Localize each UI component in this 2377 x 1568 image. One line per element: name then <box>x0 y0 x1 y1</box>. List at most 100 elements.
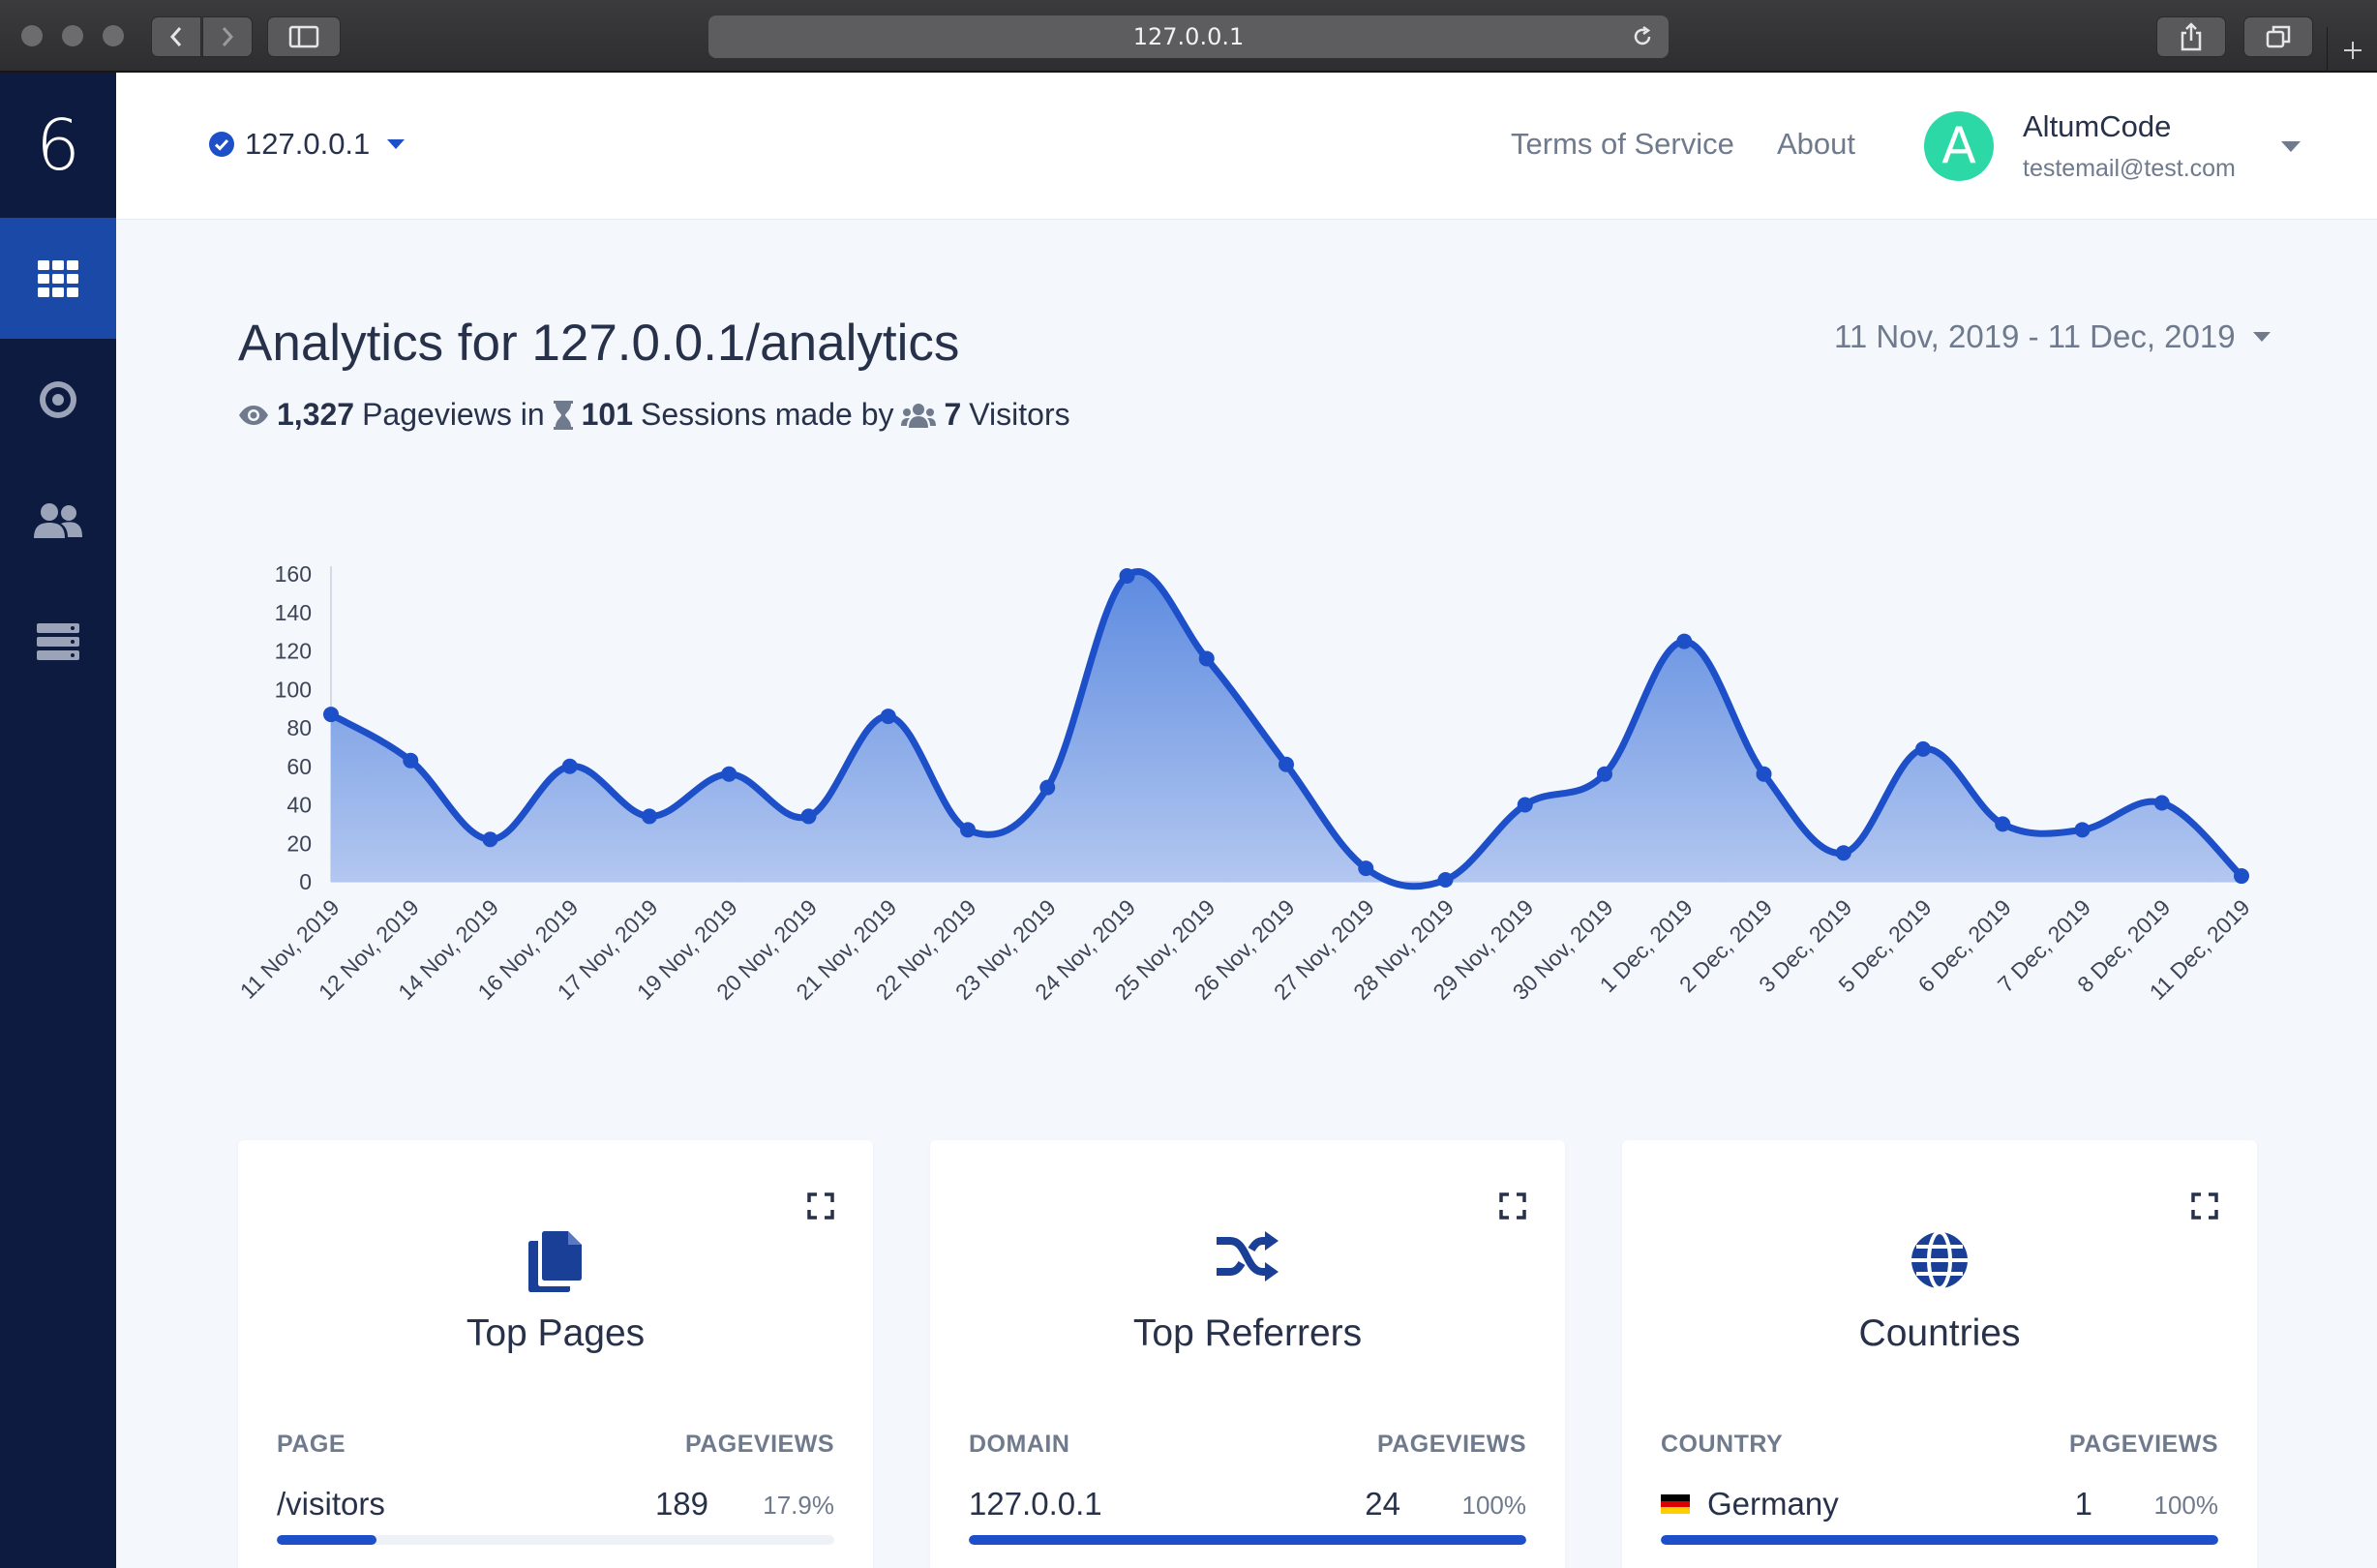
date-range-text: 11 Nov, 2019 - 11 Dec, 2019 <box>1834 318 2236 354</box>
y-tick-label: 160 <box>275 561 312 587</box>
column-header-country: COUNTRY <box>1661 1431 1784 1458</box>
terms-of-service-link[interactable]: Terms of Service <box>1511 127 1734 161</box>
forward-button[interactable] <box>202 16 253 57</box>
visitors-label: Visitors <box>969 397 1070 432</box>
share-button[interactable] <box>2156 16 2226 57</box>
y-tick-label: 140 <box>275 600 312 625</box>
data-point[interactable] <box>960 822 976 838</box>
expand-icon[interactable] <box>807 1192 834 1220</box>
data-point[interactable] <box>1279 756 1294 772</box>
x-tick-label: 8 Dec, 2019 <box>2072 894 2175 997</box>
hourglass-icon <box>553 400 574 430</box>
data-point[interactable] <box>1039 779 1056 796</box>
data-point[interactable] <box>403 752 419 769</box>
data-point[interactable] <box>1756 766 1772 782</box>
data-point[interactable] <box>1358 860 1374 877</box>
data-point[interactable] <box>1437 872 1454 889</box>
data-point[interactable] <box>800 808 817 825</box>
website-selector[interactable]: 127.0.0.1 <box>208 127 406 162</box>
row-percent: 100% <box>1461 1491 1527 1520</box>
card-icon-wrap <box>1622 1229 2257 1291</box>
reload-icon[interactable] <box>1630 24 1655 49</box>
address-bar[interactable]: 127.0.0.1 <box>708 15 1669 58</box>
sidebar-toggle-button[interactable] <box>267 16 341 57</box>
data-point[interactable] <box>1597 766 1612 782</box>
minimize-window-dot[interactable] <box>62 25 83 46</box>
data-point[interactable] <box>880 709 896 725</box>
x-tick-label: 7 Dec, 2019 <box>1993 894 2095 997</box>
y-tick-label: 20 <box>286 830 312 856</box>
user-name[interactable]: AltumCode <box>2023 109 2172 143</box>
data-point[interactable] <box>323 707 339 723</box>
x-tick-label: 11 Dec, 2019 <box>2145 894 2255 1005</box>
progress-bar-track <box>1661 1535 2218 1545</box>
data-point[interactable] <box>1198 650 1215 667</box>
card-icon-wrap <box>238 1229 873 1293</box>
sessions-label: Sessions made by <box>641 397 894 432</box>
tabs-overview-button[interactable] <box>2243 16 2313 57</box>
card-title: Top Referrers <box>1132 1312 1363 1354</box>
column-header-pageviews: PAGEVIEWS <box>2068 1431 2218 1458</box>
row-percent: 100% <box>2153 1491 2219 1520</box>
x-tick-label: 22 Nov, 2019 <box>871 894 981 1005</box>
logo-text: 6 <box>36 105 80 186</box>
sidebar-item-dashboard[interactable] <box>0 218 116 339</box>
avatar[interactable]: A <box>1924 111 1994 181</box>
y-tick-label: 0 <box>299 869 312 894</box>
data-point[interactable] <box>2153 795 2170 811</box>
data-point[interactable] <box>561 758 578 774</box>
chart-series-line <box>329 568 2244 890</box>
x-tick-label: 24 Nov, 2019 <box>1030 894 1140 1005</box>
progress-bar-track <box>969 1535 1526 1545</box>
data-point[interactable] <box>1676 633 1693 649</box>
users-icon <box>901 403 937 428</box>
x-tick-label: 12 Nov, 2019 <box>314 894 424 1005</box>
expand-icon[interactable] <box>2191 1192 2218 1220</box>
data-point[interactable] <box>1835 845 1851 861</box>
x-tick-label: 6 Dec, 2019 <box>1913 894 2016 997</box>
date-range-picker[interactable]: 11 Nov, 2019 - 11 Dec, 2019 <box>1834 318 2271 355</box>
data-point[interactable] <box>721 766 737 782</box>
row-country[interactable]: Germany <box>1661 1486 1839 1523</box>
expand-icon[interactable] <box>1499 1192 1526 1220</box>
target-icon <box>40 380 76 418</box>
user-menu-chevron-icon[interactable] <box>2281 141 2301 152</box>
data-point[interactable] <box>1517 797 1533 813</box>
row-label[interactable]: /visitors <box>277 1486 385 1522</box>
visitors-count: 7 <box>944 397 962 432</box>
x-tick-label: 21 Nov, 2019 <box>791 894 901 1005</box>
data-point[interactable] <box>2234 868 2249 885</box>
chart-area-fill <box>331 571 2242 887</box>
sidebar-item-realtime[interactable] <box>0 339 116 460</box>
data-point[interactable] <box>1995 816 2011 832</box>
data-point[interactable] <box>1915 740 1931 757</box>
new-tab-button[interactable] <box>2327 27 2377 73</box>
app-logo[interactable]: 6 <box>0 73 116 218</box>
back-button[interactable] <box>151 16 201 57</box>
x-tick-label: 1 Dec, 2019 <box>1595 894 1698 997</box>
url-text: 127.0.0.1 <box>1132 23 1245 50</box>
x-tick-label: 25 Nov, 2019 <box>1109 894 1219 1005</box>
row-count: 24 <box>1365 1486 1400 1522</box>
data-point[interactable] <box>482 831 498 848</box>
data-point[interactable] <box>2074 822 2091 838</box>
close-window-dot[interactable] <box>21 25 43 46</box>
about-link[interactable]: About <box>1777 127 1856 161</box>
shuffle-icon <box>1217 1231 1279 1282</box>
germany-flag-icon <box>1661 1494 1690 1514</box>
x-tick-label: 27 Nov, 2019 <box>1269 894 1379 1005</box>
x-tick-label: 11 Nov, 2019 <box>235 894 345 1004</box>
page-title: Analytics for 127.0.0.1/analytics <box>238 315 960 372</box>
maximize-window-dot[interactable] <box>103 25 124 46</box>
top-pages-card: Top Pages PAGE PAGEVIEWS /visitors 189 1… <box>238 1140 873 1568</box>
data-point[interactable] <box>642 808 657 825</box>
plus-icon <box>2343 41 2362 59</box>
progress-bar-fill <box>969 1535 1526 1545</box>
row-label[interactable]: 127.0.0.1 <box>969 1486 1102 1522</box>
analytics-summary: 1,327 Pageviews in 101 Sessions made by … <box>238 397 1070 433</box>
sidebar-item-visitors[interactable] <box>0 460 116 581</box>
y-tick-label: 120 <box>275 639 312 664</box>
card-title: Countries <box>1858 1312 2021 1354</box>
data-point[interactable] <box>1119 567 1135 584</box>
sidebar-item-websites[interactable] <box>0 581 116 702</box>
